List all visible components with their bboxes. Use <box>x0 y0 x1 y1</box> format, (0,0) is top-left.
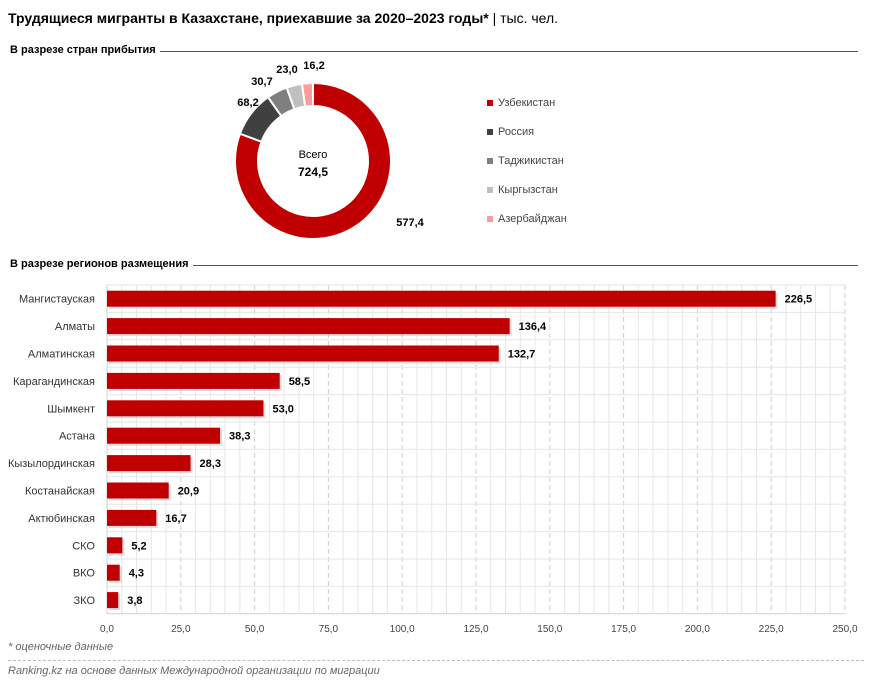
bar <box>107 372 280 389</box>
chart-title: Трудящиеся мигранты в Казахстане, приеха… <box>8 10 558 26</box>
legend-swatch <box>487 215 493 222</box>
bar <box>107 509 157 526</box>
x-tick-label: 225,0 <box>759 624 784 635</box>
legend-item: Россия <box>487 117 567 146</box>
x-tick-label: 250,0 <box>832 624 857 635</box>
bar-value-label: 16,7 <box>165 513 186 525</box>
legend-item: Узбекистан <box>487 88 567 117</box>
category-label: СКО <box>72 540 95 552</box>
footer-divider <box>8 660 864 661</box>
bar-value-label: 20,9 <box>178 486 199 498</box>
legend-label: Азербайджан <box>498 212 567 225</box>
slice-label: 577,4 <box>396 217 424 229</box>
legend-item: Кыргызстан <box>487 175 567 204</box>
legend-item: Таджикистан <box>487 146 567 175</box>
category-label: Мангистауская <box>19 294 95 306</box>
category-label: Актюбинская <box>28 513 95 525</box>
bar-value-label: 226,5 <box>785 294 813 306</box>
legend-label: Таджикистан <box>498 154 564 167</box>
donut-chart: 577,4 68,2 30,7 23,0 16,2 Всего 724,5 <box>234 60 425 240</box>
x-tick-label: 150,0 <box>537 624 562 635</box>
x-tick-label: 50,0 <box>245 624 265 635</box>
donut-slice <box>234 81 392 240</box>
bar-chart: 226,5 Мангистауская 136,4 Алматы 132,7 Алмати… <box>8 284 858 635</box>
legend-swatch <box>487 128 493 135</box>
category-label: ЗКО <box>74 595 96 607</box>
bar <box>107 455 191 472</box>
footnote: * оценочные данные <box>8 641 114 653</box>
category-label: Алматинская <box>28 349 95 361</box>
slice-label: 16,2 <box>303 60 324 72</box>
x-tick-label: 175,0 <box>611 624 636 635</box>
bar <box>107 290 776 307</box>
legend-item: Азербайджан <box>487 204 567 233</box>
x-tick-label: 200,0 <box>685 624 710 635</box>
x-tick-label: 100,0 <box>390 624 415 635</box>
category-label: Астана <box>59 431 96 443</box>
bar <box>107 345 499 362</box>
bar <box>107 537 123 554</box>
bar <box>107 482 169 499</box>
legend-swatch <box>487 157 493 164</box>
bar-value-label: 53,0 <box>272 403 293 415</box>
bar-value-label: 132,7 <box>508 349 536 361</box>
source-note: Ranking.kz на основе данных Международно… <box>8 665 380 677</box>
category-label: Шымкент <box>47 403 95 415</box>
legend-label: Узбекистан <box>498 96 556 109</box>
category-label: Костанайская <box>25 486 95 498</box>
bar <box>107 592 119 609</box>
bar-value-label: 58,5 <box>289 376 310 388</box>
bar-value-label: 136,4 <box>519 321 547 333</box>
bar-value-label: 38,3 <box>229 431 250 443</box>
bar-value-label: 4,3 <box>129 568 144 580</box>
legend-swatch <box>487 99 493 106</box>
legend-label: Россия <box>498 125 535 138</box>
bar <box>107 427 221 444</box>
bar <box>107 318 510 335</box>
bar-value-label: 5,2 <box>131 540 146 552</box>
slice-label: 68,2 <box>237 97 258 109</box>
category-label: Алматы <box>55 321 95 333</box>
section-divider <box>10 265 858 266</box>
donut-center-value: 724,5 <box>298 165 328 179</box>
category-label: Карагандинская <box>13 376 95 388</box>
category-label: Кызылординская <box>8 458 95 470</box>
x-tick-label: 125,0 <box>463 624 488 635</box>
bar <box>107 400 264 417</box>
unit-label: | тыс. чел. <box>492 10 559 26</box>
donut-legend: Узбекистан Россия Таджикистан Кыргызстан Азе… <box>487 88 567 233</box>
legend-swatch <box>487 186 493 193</box>
title-text: Трудящиеся мигранты в Казахстане, приеха… <box>8 10 489 26</box>
category-label: ВКО <box>73 568 96 580</box>
section-divider <box>10 51 858 52</box>
bar-value-label: 3,8 <box>127 595 142 607</box>
x-tick-label: 0,0 <box>100 624 114 635</box>
slice-label: 30,7 <box>251 76 272 88</box>
section-title-countries: В разрезе стран прибытия <box>10 44 160 56</box>
donut-center-label: Всего <box>299 149 328 161</box>
bar-value-label: 28,3 <box>200 458 221 470</box>
x-tick-label: 75,0 <box>319 624 339 635</box>
slice-label: 23,0 <box>276 64 297 76</box>
legend-label: Кыргызстан <box>498 183 558 196</box>
bar <box>107 564 120 581</box>
donut-slice <box>300 81 314 108</box>
section-title-regions: В разрезе регионов размещения <box>10 258 193 270</box>
x-tick-label: 25,0 <box>171 624 191 635</box>
